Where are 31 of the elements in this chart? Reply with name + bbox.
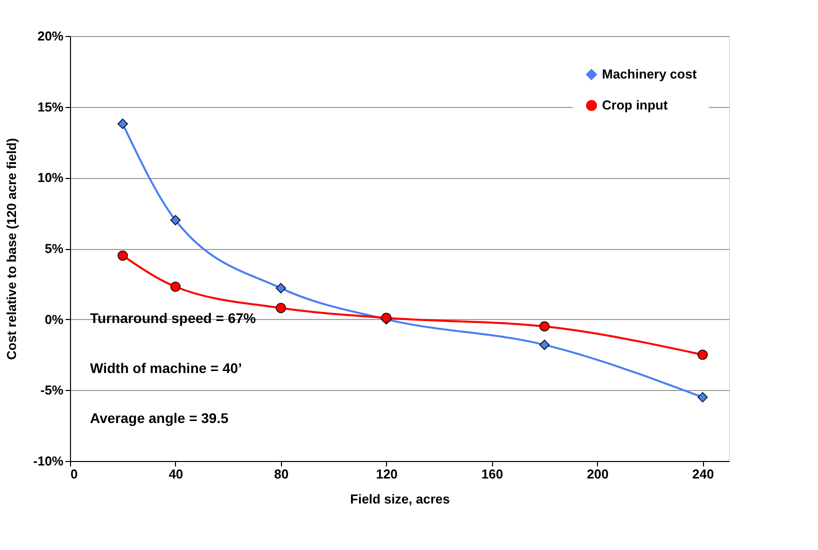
x-axis-title: Field size, acres <box>350 492 450 506</box>
y-tick-label: 5% <box>44 241 64 256</box>
point <box>118 250 128 261</box>
y-tick-label: -5% <box>40 382 64 398</box>
point <box>276 302 286 314</box>
x-tick-label: 0 <box>70 466 78 482</box>
y-tick-label: 10% <box>37 170 64 186</box>
point <box>539 321 550 332</box>
point <box>697 392 708 402</box>
annotation: Turnaround speed = 67% <box>90 310 256 326</box>
annotation: Width of machine = 40’ <box>90 360 242 376</box>
x-tick-label: 120 <box>376 466 398 482</box>
y-tick-label: 15% <box>37 99 64 114</box>
y-tick-label: 20% <box>37 28 64 44</box>
x-tick-label: 160 <box>481 466 504 482</box>
x-tick-label: 240 <box>692 466 714 482</box>
point <box>170 282 181 292</box>
point <box>118 118 128 129</box>
point <box>539 340 550 350</box>
y-tick-label: -10% <box>33 454 64 468</box>
y-axis-title: Cost relative to base (120 acre field) <box>4 138 20 360</box>
x-tick-label: 200 <box>586 466 609 482</box>
y-tick-label: 0% <box>44 312 64 327</box>
annotation: Average angle = 39.5 <box>90 410 229 426</box>
point <box>697 350 708 360</box>
x-tick-label: 40 <box>168 466 184 482</box>
point <box>170 215 181 226</box>
legend-label: Crop input <box>602 98 668 112</box>
legend-label: Machinery cost <box>602 66 698 82</box>
x-tick-label: 80 <box>274 466 289 482</box>
point <box>276 283 286 294</box>
